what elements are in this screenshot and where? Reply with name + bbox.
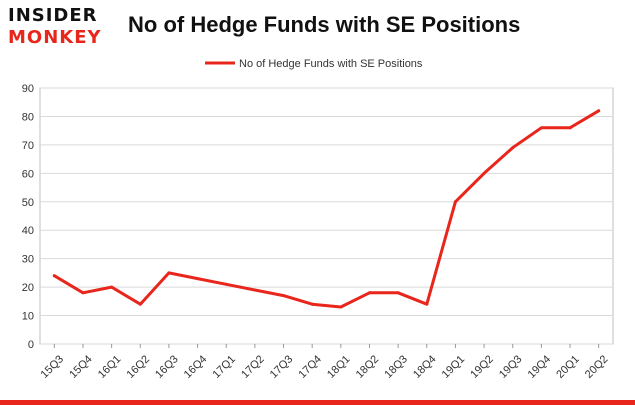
x-tick-label: 19Q3 xyxy=(497,353,525,381)
data-point xyxy=(425,302,429,306)
data-point xyxy=(253,288,257,292)
x-tick-label: 20Q2 xyxy=(583,353,611,381)
data-point xyxy=(52,274,56,278)
data-point xyxy=(511,146,515,150)
y-tick-label: 20 xyxy=(22,282,34,294)
data-point xyxy=(224,282,228,286)
x-tick-label: 15Q4 xyxy=(67,353,95,381)
x-tick-label: 16Q4 xyxy=(182,353,210,381)
x-tick-label: 16Q1 xyxy=(96,353,124,381)
data-point xyxy=(367,291,371,295)
data-point xyxy=(339,305,343,309)
x-tick-label: 16Q3 xyxy=(153,353,181,381)
x-tick-label: 17Q1 xyxy=(210,353,238,381)
data-point xyxy=(310,302,314,306)
x-tick-label: 19Q1 xyxy=(440,353,468,381)
data-point xyxy=(282,294,286,298)
x-tick-label: 18Q2 xyxy=(354,353,382,381)
data-point xyxy=(453,200,457,204)
x-tick-label: 17Q2 xyxy=(239,353,267,381)
x-tick-label: 16Q2 xyxy=(125,353,153,381)
data-point xyxy=(167,271,171,275)
logo-text-insider: INSIDER xyxy=(8,5,98,26)
bottom-accent-bar xyxy=(0,400,635,405)
data-point xyxy=(568,126,572,130)
insider-monkey-logo: INSIDER MONKEY xyxy=(8,6,118,50)
data-point xyxy=(597,109,601,113)
x-tick-label: 18Q4 xyxy=(411,353,439,381)
data-point xyxy=(138,302,142,306)
y-tick-label: 70 xyxy=(22,140,34,152)
data-point xyxy=(81,291,85,295)
y-tick-label: 80 xyxy=(22,111,34,123)
x-tick-label: 17Q4 xyxy=(296,353,324,381)
data-point xyxy=(396,291,400,295)
data-point xyxy=(110,285,114,289)
x-tick-label: 18Q1 xyxy=(325,353,353,381)
x-tick-label: 15Q3 xyxy=(39,353,67,381)
data-point xyxy=(196,277,200,281)
y-tick-label: 0 xyxy=(28,339,34,351)
y-tick-label: 40 xyxy=(22,225,34,237)
x-tick-label: 18Q3 xyxy=(382,353,410,381)
y-tick-label: 10 xyxy=(22,311,34,323)
series-line xyxy=(52,109,601,309)
y-tick-label: 30 xyxy=(22,254,34,266)
x-tick-label: 19Q2 xyxy=(468,353,496,381)
y-tick-label: 90 xyxy=(22,83,34,95)
logo-text-monkey: MONKEY xyxy=(8,27,102,48)
data-point xyxy=(539,126,543,130)
data-point xyxy=(482,171,486,175)
y-tick-label: 50 xyxy=(22,197,34,209)
x-tick-label: 20Q1 xyxy=(554,353,582,381)
y-tick-label: 60 xyxy=(22,168,34,180)
legend-label: No of Hedge Funds with SE Positions xyxy=(239,58,423,70)
chart-title: No of Hedge Funds with SE Positions xyxy=(128,12,521,37)
x-tick-label: 19Q4 xyxy=(526,353,554,381)
x-tick-label: 17Q3 xyxy=(268,353,296,381)
